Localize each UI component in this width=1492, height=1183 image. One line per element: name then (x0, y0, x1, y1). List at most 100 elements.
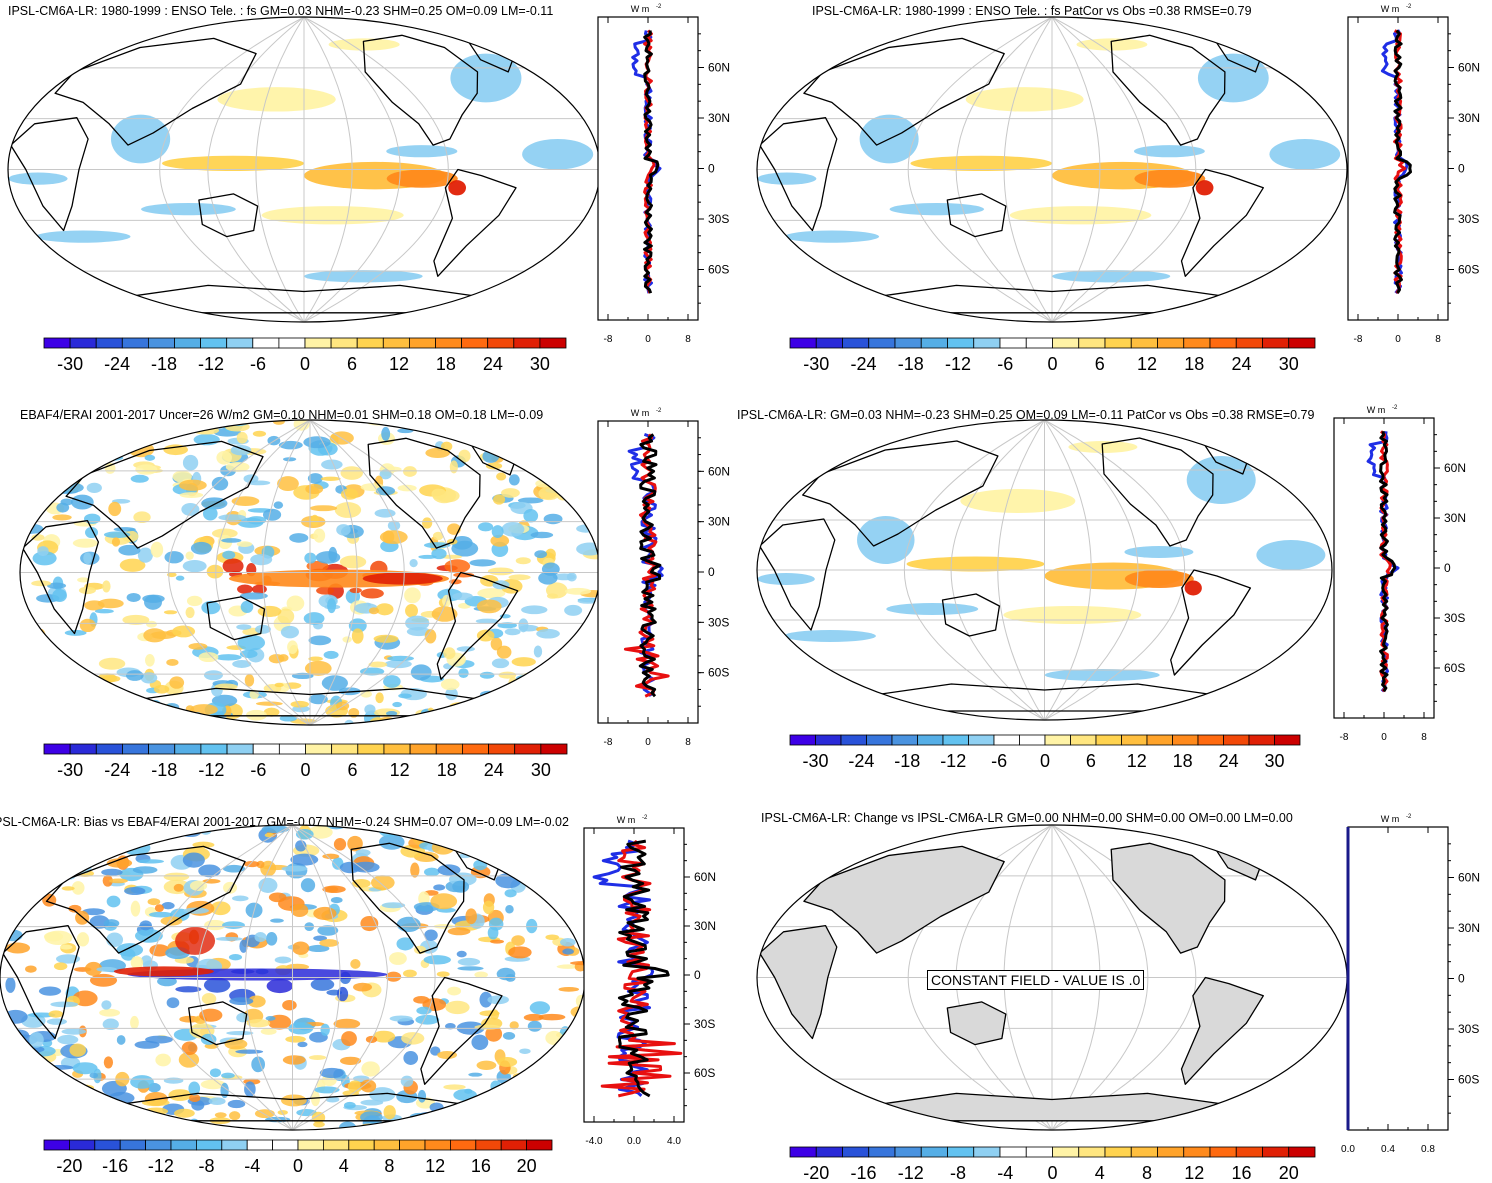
anomaly-blob (447, 986, 462, 996)
anomaly-blob (272, 420, 285, 425)
colorbar-box (424, 1139, 451, 1151)
anomaly-blob (433, 884, 446, 891)
panel-title-5: PSL-CM6A-LR: Bias vs EBAF4/ERAI 2001-201… (0, 815, 569, 829)
colorbar-box (1235, 337, 1263, 349)
colorbar-label: 0 (300, 760, 310, 780)
anomaly-blob (502, 448, 513, 457)
anomaly-blob (375, 486, 396, 496)
anomaly-blob (343, 1101, 356, 1109)
graticule-line (303, 17, 401, 322)
graticule-line (168, 420, 311, 725)
colorbar-label: -18 (151, 760, 177, 780)
colorbar-box (43, 743, 71, 755)
anomaly-blob (404, 587, 421, 604)
colorbar-label: 30 (531, 760, 551, 780)
anomaly-blob (491, 1104, 515, 1110)
lat-tick-label: 60N (694, 870, 716, 884)
colorbar-box (43, 1139, 70, 1151)
x-tick-label: 0.8 (1421, 1144, 1435, 1155)
anomaly-blob (396, 916, 421, 933)
profile-unit: W m (631, 4, 650, 14)
anomaly-blob (201, 600, 221, 615)
anomaly-blob (182, 559, 207, 573)
anomaly-blob (166, 997, 180, 1009)
continent-outline (802, 440, 999, 547)
anomaly-blob (172, 470, 192, 483)
anomaly-blob (247, 480, 271, 486)
anomaly-blob (360, 1111, 383, 1124)
anomaly-blob (355, 849, 371, 857)
graticule-line (255, 17, 305, 322)
anomaly-blob (320, 1023, 330, 1036)
colorbar-box (947, 1146, 975, 1158)
x-tick-label: 8 (685, 737, 691, 748)
colorbar-box (999, 1146, 1027, 1158)
colorbar-label: 20 (517, 1156, 537, 1176)
colorbar-box (461, 337, 489, 349)
colorbar-box (1052, 337, 1080, 349)
anomaly-blob (910, 155, 1053, 172)
colorbar-label: 12 (1184, 1163, 1204, 1183)
anomaly-blob (130, 956, 144, 970)
colorbar-box (435, 337, 463, 349)
anomaly-blob (374, 508, 396, 518)
anomaly-blob (889, 203, 985, 216)
continent-outline (45, 845, 246, 954)
anomaly-blob (389, 1015, 413, 1022)
anomaly-blob (130, 1075, 154, 1089)
anomaly-blob (493, 494, 506, 505)
anomaly-blob (508, 946, 532, 959)
anomaly-blob (222, 921, 245, 929)
anomaly-blob (46, 1081, 56, 1089)
colorbar-label: -6 (250, 354, 266, 374)
colorbar-box (1288, 1146, 1316, 1158)
anomaly-blob (389, 952, 407, 965)
anomaly-blob (477, 588, 506, 599)
anomaly-blob (340, 466, 364, 480)
anomaly-blob (99, 434, 127, 443)
anomaly-blob (435, 826, 445, 835)
anomaly-blob (174, 1108, 195, 1118)
anomaly-blob (64, 629, 87, 636)
anomaly-blob (135, 464, 158, 475)
lat-tick-label: 30S (708, 615, 729, 629)
anomaly-blob (86, 446, 104, 462)
anomaly-blob (69, 1043, 87, 1057)
anomaly-blob (487, 926, 499, 940)
anomaly-blob (237, 584, 253, 594)
anomaly-blob (423, 542, 451, 549)
anomaly-blob (430, 893, 458, 910)
anomaly-blob (556, 488, 570, 501)
anomaly-blob (432, 531, 444, 541)
anomaly-blob (566, 572, 577, 582)
anomaly-blob (306, 560, 329, 572)
anomaly-blob (215, 654, 242, 661)
anomaly-blob (221, 1072, 235, 1079)
anomaly-blob (52, 514, 72, 521)
anomaly-blob (231, 496, 260, 507)
anomaly-blob (417, 1089, 427, 1103)
anomaly-blob (126, 592, 141, 602)
anomaly-blob (106, 895, 121, 908)
colorbar-label: -18 (898, 354, 924, 374)
colorbar-box (304, 337, 332, 349)
anomaly-blob (497, 1057, 518, 1067)
colorbar-box (1274, 734, 1301, 746)
anomaly-blob (273, 501, 284, 509)
anomaly-blob (1044, 669, 1160, 681)
colorbar-box (252, 337, 280, 349)
anomaly-blob (483, 712, 503, 725)
anomaly-blob (487, 995, 509, 1005)
map-border (756, 419, 1333, 721)
anomaly-blob (482, 900, 495, 915)
anomaly-blob (1134, 169, 1206, 188)
continent-outline (1110, 34, 1226, 146)
anomaly-blob (98, 424, 117, 440)
anomaly-blob (102, 1018, 119, 1031)
anomaly-blob (53, 962, 68, 971)
anomaly-blob (502, 1031, 516, 1040)
anomaly-blob (116, 1035, 126, 1045)
anomaly-blob (264, 832, 275, 838)
continent-outline (120, 284, 488, 314)
anomaly-blob (533, 645, 543, 658)
